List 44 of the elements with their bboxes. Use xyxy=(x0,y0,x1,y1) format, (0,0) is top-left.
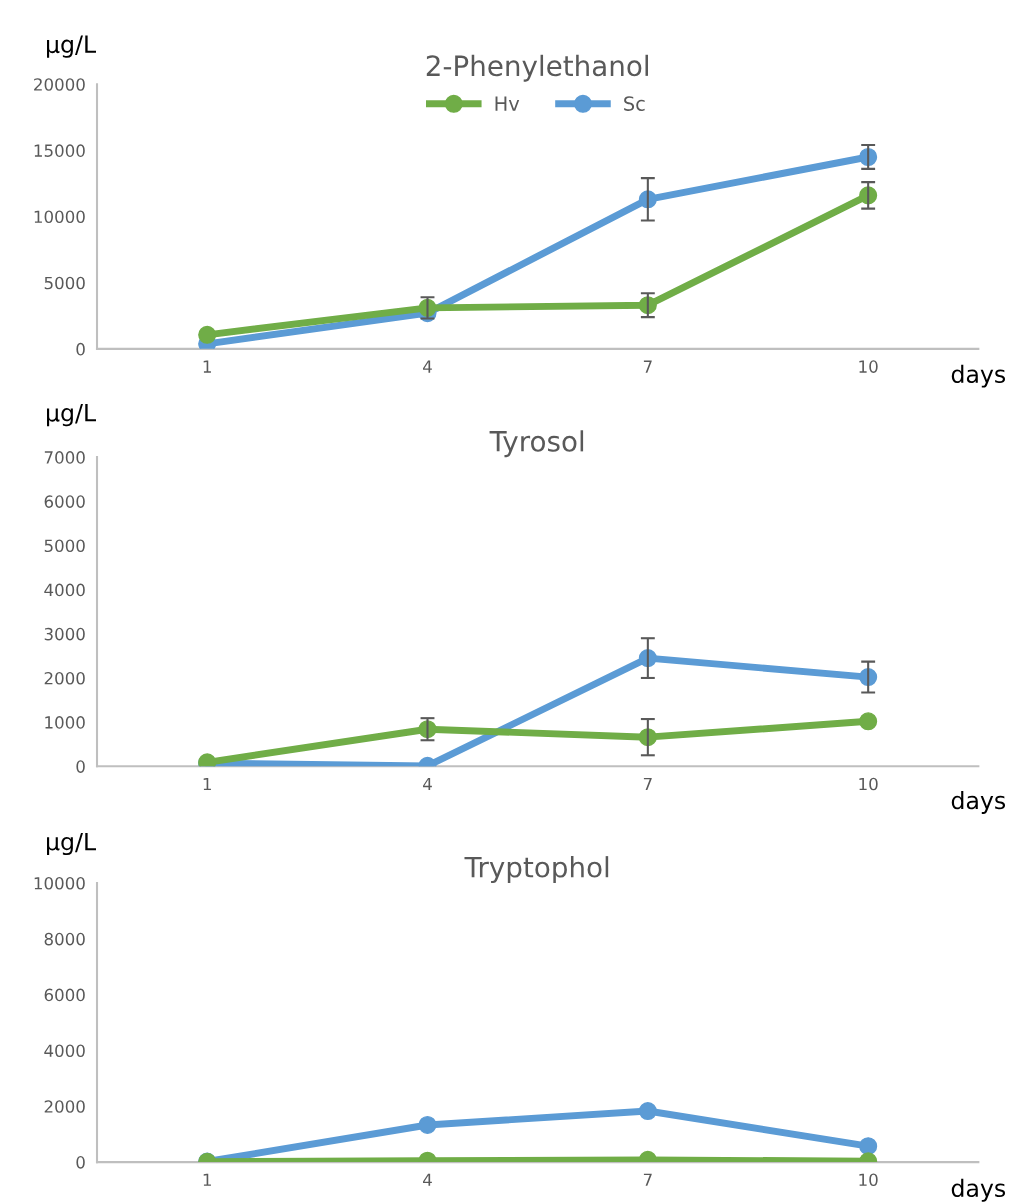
y-tick-label: 0 xyxy=(76,342,85,356)
chart-title: Tryptophol xyxy=(464,856,609,883)
x-axis-title: days xyxy=(951,364,1006,388)
x-tick-label: 10 xyxy=(859,1173,878,1187)
x-tick-label: 7 xyxy=(643,777,652,791)
x-tick-label: 10 xyxy=(859,360,878,373)
y-tick-label: 3000 xyxy=(44,627,85,641)
x-tick-label: 7 xyxy=(643,1173,652,1186)
x-axis-title: days xyxy=(951,1178,1006,1202)
chart-title: Tyrosol xyxy=(489,430,584,458)
x-tick-label: 7 xyxy=(643,360,652,373)
x-tick-label: 4 xyxy=(423,1173,432,1186)
point xyxy=(859,712,878,731)
y-tick-label: 5000 xyxy=(44,539,85,553)
x-tick-label: 10 xyxy=(859,777,878,791)
y-tick-label: 1000 xyxy=(45,716,85,729)
x-tick-label: 4 xyxy=(423,777,432,791)
y-tick-label: 20000 xyxy=(34,78,85,91)
y-axis-title: µg/L xyxy=(47,404,96,427)
legend-label: Sc xyxy=(624,96,645,111)
y-tick-label: 4000 xyxy=(44,1044,85,1058)
y-tick-label: 15000 xyxy=(34,144,85,157)
y-tick-label: 5000 xyxy=(44,276,85,290)
y-tick-label: 7000 xyxy=(44,451,85,464)
legend-label: Hv xyxy=(495,96,520,111)
y-tick-label: 6000 xyxy=(44,988,85,1002)
y-tick-label: 6000 xyxy=(44,495,85,508)
x-tick-label: 1 xyxy=(203,777,211,791)
y-tick-label: 4000 xyxy=(44,583,85,597)
chart-title: 2-Phenylethanol xyxy=(426,54,648,82)
y-tick-label: 10000 xyxy=(34,210,85,224)
y-tick-label: 2000 xyxy=(44,671,85,685)
x-axis-title: days xyxy=(951,791,1006,814)
point xyxy=(198,325,217,344)
y-tick-label: 0 xyxy=(76,1156,85,1169)
y-tick-label: 10000 xyxy=(34,876,85,890)
y-tick-label: 0 xyxy=(76,760,85,773)
y-axis-title: µg/L xyxy=(47,832,96,856)
x-tick-label: 1 xyxy=(203,360,211,373)
x-tick-label: 4 xyxy=(423,360,432,373)
y-axis-title: µg/L xyxy=(47,35,96,58)
x-tick-label: 1 xyxy=(203,1173,211,1186)
y-tick-label: 8000 xyxy=(44,932,85,946)
y-tick-label: 2000 xyxy=(44,1100,85,1113)
